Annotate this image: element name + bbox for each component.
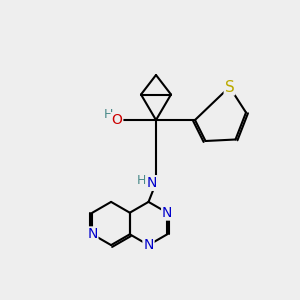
Text: H: H [136, 173, 146, 187]
Text: N: N [162, 206, 172, 220]
Text: S: S [225, 80, 234, 94]
Text: N: N [146, 176, 157, 190]
Text: H: H [103, 107, 113, 121]
Text: N: N [143, 238, 154, 252]
Text: O: O [112, 113, 122, 127]
Text: N: N [87, 227, 98, 241]
